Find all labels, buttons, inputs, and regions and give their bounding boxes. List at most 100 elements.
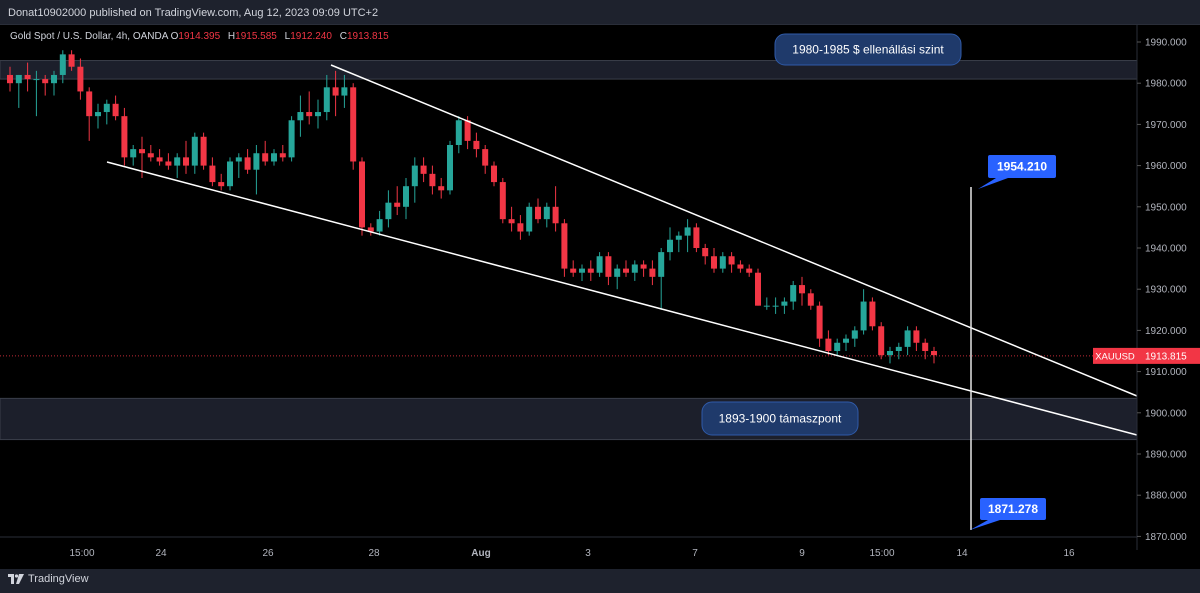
low-value: 1912.240 — [290, 31, 332, 42]
candle-body — [711, 256, 717, 269]
candle-body — [271, 153, 277, 162]
x-tick-label: 3 — [585, 548, 591, 559]
symbol-legend: Gold Spot / U.S. Dollar, 4h, OANDA O1914… — [10, 31, 394, 42]
price-axis — [1137, 25, 1200, 570]
candle-body — [649, 268, 656, 277]
chart-frame[interactable]: 1990.000 1980.000 1970.000 1960.000 1950.000… — [0, 24, 1200, 570]
candle-body — [130, 149, 137, 158]
candle-body — [174, 157, 181, 166]
y-tick-label: 1980.000 — [1145, 79, 1187, 90]
candle-body — [931, 351, 937, 356]
x-tick-label: 16 — [1063, 548, 1075, 559]
symbol-tag-box — [1093, 347, 1137, 364]
candle-body — [429, 173, 436, 187]
lower-trendline — [106, 161, 1138, 436]
candle-body — [596, 256, 603, 273]
candle-body — [878, 326, 885, 356]
candle-body — [535, 206, 541, 220]
candle-body — [807, 293, 814, 306]
candle-body — [288, 120, 295, 158]
candle-body — [675, 235, 682, 240]
candle-body — [68, 54, 75, 67]
brand-name: TradingView — [28, 573, 89, 585]
candle-body — [799, 285, 805, 294]
candle-body — [579, 268, 585, 273]
upper-trendline — [330, 64, 1138, 397]
candle-body — [253, 153, 260, 170]
candle-body — [702, 248, 709, 257]
candle-body — [315, 112, 321, 117]
close-label: C — [339, 31, 347, 42]
candle-body — [816, 305, 823, 339]
candle-body — [139, 149, 145, 154]
candle-body — [403, 186, 409, 207]
candle-body — [587, 268, 594, 273]
candle-body — [482, 149, 489, 166]
candle-body — [623, 268, 629, 273]
candle-body — [904, 330, 911, 347]
candle-body — [165, 161, 172, 166]
price-chart[interactable]: 1990.000 1980.000 1970.000 1960.000 1950.000… — [0, 25, 1200, 570]
candle-body — [103, 103, 110, 113]
y-tick-label: 1870.000 — [1145, 532, 1187, 543]
candle-body — [359, 161, 365, 228]
y-tick-label: 1990.000 — [1145, 38, 1187, 49]
candle-body — [561, 223, 568, 269]
high-label: H — [227, 31, 236, 42]
support-zone — [0, 397, 1138, 441]
x-tick-label: 15:00 — [869, 548, 894, 559]
y-tick-label: 1970.000 — [1145, 120, 1187, 131]
candle-body — [473, 140, 480, 150]
low-label: L — [284, 31, 291, 42]
candle-body — [913, 330, 920, 343]
candle-body — [385, 202, 392, 220]
publisher-header: Donat10902000 published on TradingView.c… — [0, 0, 1200, 24]
chart-background — [0, 25, 1200, 570]
candle-body — [297, 112, 304, 121]
candle-body — [658, 252, 665, 277]
target-up-tag-box — [988, 155, 1056, 178]
close-value: 1913.815 — [346, 31, 389, 42]
candle-body — [438, 186, 445, 191]
tradingview-logo-icon — [8, 574, 24, 584]
x-tick-label: 28 — [368, 548, 380, 559]
candle-body — [420, 165, 427, 174]
target-down-tag-text: 1871.278 — [988, 502, 1038, 516]
candle-body — [790, 285, 797, 302]
x-tick-label: 26 — [262, 548, 274, 559]
candle-body — [341, 87, 348, 96]
y-tick-label: 1910.000 — [1145, 367, 1187, 378]
candle-body — [746, 268, 753, 273]
y-tick-label: 1920.000 — [1145, 326, 1187, 337]
legend-title: Gold Spot / U.S. Dollar, 4h, OANDA — [10, 31, 168, 42]
x-tick-label: 14 — [956, 548, 968, 559]
candle-body — [517, 223, 524, 232]
candle-body — [156, 157, 163, 162]
candle-body — [719, 256, 726, 269]
candle-body — [825, 338, 832, 351]
y-tick-label: 1930.000 — [1145, 285, 1187, 296]
candle-body — [781, 301, 788, 306]
candle-body — [851, 330, 858, 339]
y-tick-label: 1950.000 — [1145, 202, 1187, 213]
resistance-label-box — [774, 33, 962, 66]
candle-body — [631, 264, 638, 273]
candle-body — [491, 165, 497, 183]
candle-body — [447, 145, 453, 191]
candle-body — [499, 182, 506, 220]
candle-body — [218, 182, 225, 187]
tradingview-logo[interactable]: TradingView — [8, 573, 89, 585]
candle-body — [895, 346, 902, 351]
candle-body — [763, 305, 770, 307]
candle-body — [860, 301, 867, 331]
candle-body — [147, 153, 154, 158]
candle-body — [737, 264, 744, 269]
candle-body — [51, 74, 57, 84]
candle-body — [86, 91, 93, 117]
candle-body — [183, 157, 189, 166]
target-up-tag-pointer — [978, 178, 1008, 189]
candle-body — [15, 74, 22, 84]
candle-body — [262, 153, 269, 162]
candle-body — [684, 227, 691, 236]
open-value: 1914.395 — [178, 31, 221, 42]
